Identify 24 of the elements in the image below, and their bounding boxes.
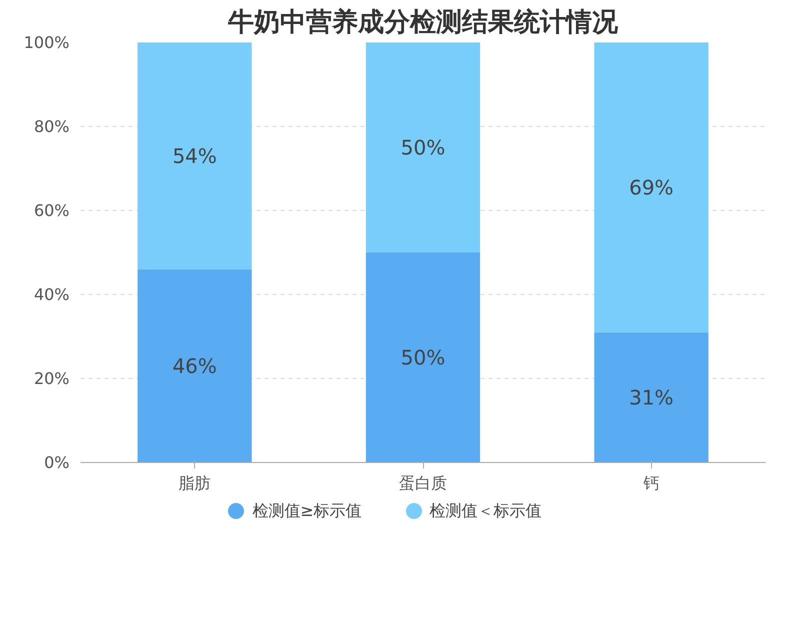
y-tick-label: 60%: [34, 201, 70, 220]
legend-label: 检测值≥标示值: [252, 500, 362, 522]
bar: [138, 269, 252, 462]
legend-label: 检测值＜标示值: [430, 500, 542, 522]
y-tick-label: 0%: [44, 453, 70, 472]
bar: [366, 252, 480, 462]
x-tick-label: 脂肪: [178, 474, 211, 492]
bar: [138, 42, 252, 270]
data-label: 54%: [172, 144, 217, 168]
chart-title: 牛奶中营养成分检测结果统计情况: [227, 8, 619, 38]
data-label: 50%: [400, 136, 446, 160]
data-label: 69%: [629, 175, 674, 200]
bar: [594, 332, 708, 462]
bar: [594, 42, 708, 332]
data-label: 46%: [172, 354, 217, 378]
data-label: 50%: [400, 346, 446, 370]
x-tick-label: 钙: [642, 474, 660, 492]
data-label: 31%: [629, 385, 674, 410]
bar: [366, 42, 480, 252]
x-tick-label: 蛋白质: [399, 474, 447, 492]
y-tick-label: 80%: [34, 117, 70, 136]
y-tick-label: 40%: [34, 285, 70, 304]
y-tick-label: 20%: [34, 369, 70, 388]
y-tick-label: 100%: [24, 33, 70, 52]
